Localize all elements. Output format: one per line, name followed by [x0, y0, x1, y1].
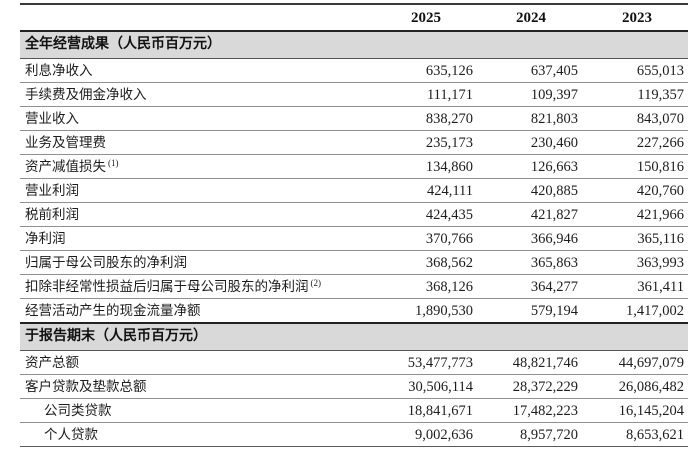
row-label: 税前利润: [20, 202, 365, 227]
column-header-2025: 2025: [365, 4, 477, 32]
row-value-2023: 421,966: [582, 202, 688, 227]
row-value-2025: 838,270: [365, 106, 477, 131]
footnote-marker-1: (1): [108, 157, 119, 168]
table-row: 营业收入 838,270 821,803 843,070: [20, 106, 688, 131]
row-value-2023: 655,013: [582, 58, 688, 83]
row-value-2023: 227,266: [582, 130, 688, 155]
row-value-2024: 126,663: [477, 154, 582, 179]
row-value-2025: 368,126: [365, 274, 477, 299]
row-value-2025: 30,506,114: [365, 374, 477, 399]
section-header-period-end: 于报告期末（人民币百万元）: [20, 322, 688, 351]
row-value-2025: 1,890,530: [365, 298, 477, 324]
row-value-2025: 368,562: [365, 250, 477, 275]
row-value-2023: 363,993: [582, 250, 688, 275]
row-value-2023: 843,070: [582, 106, 688, 131]
row-value-2023: 361,411: [582, 274, 688, 299]
row-label: 资产减值损失 (1): [20, 154, 365, 179]
table-row: 经营活动产生的现金流量净额 1,890,530 579,194 1,417,00…: [20, 298, 688, 324]
row-value-2024: 364,277: [477, 274, 582, 299]
section-header-annual-results: 全年经营成果（人民币百万元）: [20, 30, 688, 59]
row-label: 营业利润: [20, 178, 365, 203]
table-row: 客户贷款及垫款总额 30,506,114 28,372,229 26,086,4…: [20, 374, 688, 399]
table-row: 净利润 370,766 366,946 365,116: [20, 226, 688, 251]
row-value-2024: 8,957,720: [477, 422, 582, 447]
row-value-2025: 111,171: [365, 82, 477, 107]
table-row: 归属于母公司股东的净利润 368,562 365,863 363,993: [20, 250, 688, 275]
row-value-2023: 1,417,002: [582, 298, 688, 324]
row-value-2023: 119,357: [582, 82, 688, 107]
row-value-2024: 230,460: [477, 130, 582, 155]
section-header-label: 全年经营成果（人民币百万元）: [20, 30, 688, 59]
table-row: 资产总额 53,477,773 48,821,746 44,697,079: [20, 350, 688, 375]
column-header-2024: 2024: [477, 4, 582, 32]
table-row: 公司类贷款 18,841,671 17,482,223 16,145,204: [20, 398, 688, 423]
row-label: 营业收入: [20, 106, 365, 131]
column-header-2023: 2023: [582, 4, 688, 32]
row-value-2024: 48,821,746: [477, 350, 582, 375]
row-value-2023: 365,116: [582, 226, 688, 251]
row-label-text: 资产减值损失: [25, 159, 106, 174]
row-value-2024: 421,827: [477, 202, 582, 227]
row-value-2024: 579,194: [477, 298, 582, 324]
row-value-2025: 134,860: [365, 154, 477, 179]
table-row: 个人贷款 9,002,636 8,957,720 8,653,621: [20, 422, 688, 447]
table-row: 税前利润 424,435 421,827 421,966: [20, 202, 688, 227]
row-value-2024: 109,397: [477, 82, 582, 107]
row-label: 资产总额: [20, 350, 365, 375]
table-row: 扣除非经常性损益后归属于母公司股东的净利润 (2) 368,126 364,277…: [20, 274, 688, 299]
row-value-2024: 821,803: [477, 106, 582, 131]
row-label-text: 扣除非经常性损益后归属于母公司股东的净利润: [25, 279, 309, 294]
row-label: 业务及管理费: [20, 130, 365, 155]
table-row: 手续费及佣金净收入 111,171 109,397 119,357: [20, 82, 688, 107]
row-value-2025: 18,841,671: [365, 398, 477, 423]
row-value-2025: 424,111: [365, 178, 477, 203]
row-value-2024: 28,372,229: [477, 374, 582, 399]
row-value-2025: 9,002,636: [365, 422, 477, 447]
row-label: 客户贷款及垫款总额: [20, 374, 365, 399]
row-value-2025: 235,173: [365, 130, 477, 155]
year-header-row: 2025 2024 2023: [20, 4, 688, 32]
row-value-2023: 26,086,482: [582, 374, 688, 399]
row-value-2023: 150,816: [582, 154, 688, 179]
row-label: 利息净收入: [20, 58, 365, 83]
row-value-2023: 44,697,079: [582, 350, 688, 375]
row-value-2023: 420,760: [582, 178, 688, 203]
row-label: 扣除非经常性损益后归属于母公司股东的净利润 (2): [20, 274, 365, 299]
section-header-label: 于报告期末（人民币百万元）: [20, 322, 688, 351]
financial-summary-document: 2025 2024 2023 全年经营成果（人民币百万元） 利息净收入 635,…: [20, 3, 688, 447]
row-value-2023: 16,145,204: [582, 398, 688, 423]
row-label: 手续费及佣金净收入: [20, 82, 365, 107]
row-value-2025: 424,435: [365, 202, 477, 227]
table-row: 营业利润 424,111 420,885 420,760: [20, 178, 688, 203]
row-value-2025: 53,477,773: [365, 350, 477, 375]
row-label: 经营活动产生的现金流量净额: [20, 298, 365, 324]
financial-table: 2025 2024 2023 全年经营成果（人民币百万元） 利息净收入 635,…: [20, 3, 688, 447]
table-row: 利息净收入 635,126 637,405 655,013: [20, 58, 688, 83]
row-value-2024: 366,946: [477, 226, 582, 251]
row-label: 个人贷款: [20, 422, 365, 447]
row-value-2025: 370,766: [365, 226, 477, 251]
row-value-2025: 635,126: [365, 58, 477, 83]
table-row: 资产减值损失 (1) 134,860 126,663 150,816: [20, 154, 688, 179]
table-row: 业务及管理费 235,173 230,460 227,266: [20, 130, 688, 155]
footnote-marker-2: (2): [310, 277, 322, 288]
header-spacer: [20, 4, 365, 32]
row-value-2023: 8,653,621: [582, 422, 688, 447]
row-value-2024: 420,885: [477, 178, 582, 203]
row-label: 净利润: [20, 226, 365, 251]
row-value-2024: 637,405: [477, 58, 582, 83]
row-label: 归属于母公司股东的净利润: [20, 250, 365, 275]
row-value-2024: 17,482,223: [477, 398, 582, 423]
row-label: 公司类贷款: [20, 398, 365, 423]
row-value-2024: 365,863: [477, 250, 582, 275]
